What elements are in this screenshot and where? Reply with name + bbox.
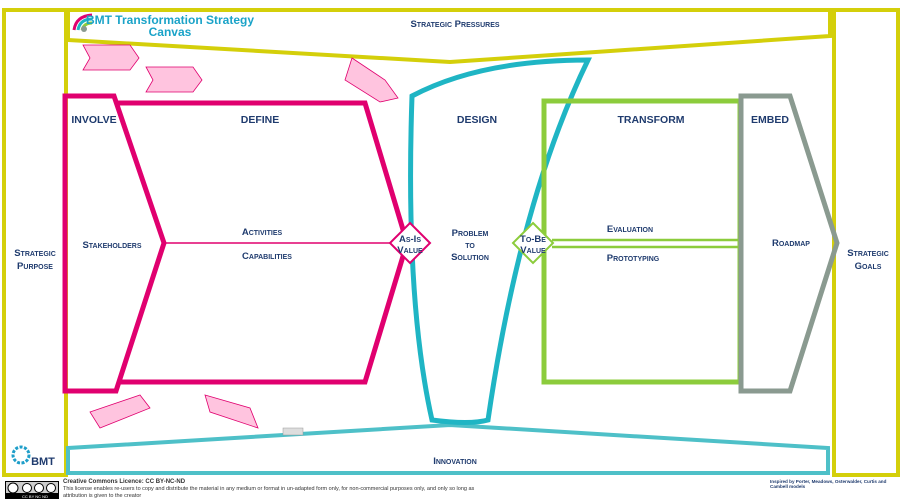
cc-licence-badge: CC BY NC ND [5,481,59,499]
licence-body: This license enables re-users to copy an… [63,486,475,492]
svg-text:BMT: BMT [31,456,55,468]
to-be-value-label: Value [520,245,546,256]
problem-label: to [465,240,475,251]
stage-transform: TRANSFORM [617,114,684,126]
bmt-logo: BMT [11,445,55,468]
strategic-goals-label: Strategic [847,248,889,259]
licence-text: Creative Commons Licence: CC BY-NC-ND Th… [63,479,474,500]
stage-embed: EMBED [751,114,789,126]
to-be-value-diamond [511,221,555,265]
to-be-value-label: To-Be [520,234,546,245]
involve-shape [62,93,167,394]
strategic-purpose-label: Purpose [17,261,53,272]
stage-involve: INVOLVE [71,114,116,126]
strategic-pressures-label: Strategic Pressures [410,19,499,30]
innovation-band [66,422,830,475]
as-is-value-label: As-Is [399,234,421,245]
problem-label: Solution [451,252,489,263]
thumbnail-examples [82,44,399,429]
capabilities-label: Capabilities [242,251,292,262]
licence-title: Creative Commons Licence: CC BY-NC-ND [63,479,186,485]
evaluation-label: Evaluation [607,224,653,235]
inspired-by-note: Inspired by Porter, Meadows, Osterwalder… [770,479,887,489]
strategic-goals-box [832,8,900,477]
strategic-purpose-box [2,8,68,477]
as-is-value-label: Value [397,245,423,256]
strategic-goals-label: Goals [855,261,882,272]
strategic-purpose-label: Strategic [14,248,56,259]
canvas-subtitle: Canvas [149,25,192,39]
svg-text:CC BY NC ND: CC BY NC ND [22,494,48,499]
activities-label: Activities [242,227,283,238]
licence-body-2: attribution is given to the creator [63,493,142,499]
stage-design: DESIGN [457,114,497,126]
transform-shape [541,98,743,385]
stakeholders-label: Stakeholders [82,240,141,251]
prototyping-label: Prototyping [607,253,660,264]
bmt-canvas-logo [72,13,93,32]
design-shape [408,57,592,425]
strategic-pressures-band [66,8,832,65]
problem-label: Problem [452,228,489,239]
innovation-label: Innovation [433,456,477,467]
as-is-value-diamond [388,221,432,265]
stage-define: DEFINE [241,114,280,126]
embed-shape [738,93,840,394]
roadmap-label: Roadmap [772,238,810,249]
canvas-title: BMT Transformation Strategy [86,13,254,27]
